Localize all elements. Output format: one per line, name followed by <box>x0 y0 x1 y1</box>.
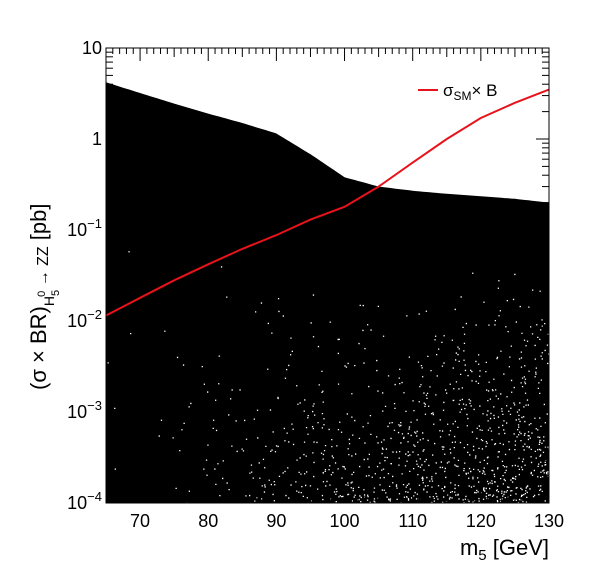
x-tick-labels: 70 80 90 100 110 120 130 <box>130 511 564 531</box>
y-tick-label: 1 <box>92 129 102 149</box>
x-tick-label: 120 <box>466 511 496 531</box>
x-tick-label: 90 <box>266 511 286 531</box>
x-tick-label: 130 <box>534 511 564 531</box>
x-tick-label: 70 <box>130 511 150 531</box>
scan-region <box>106 82 549 503</box>
legend: σSM× B <box>418 81 498 103</box>
x-tick-label: 80 <box>198 511 218 531</box>
y-tick-label: 10−3 <box>67 398 102 422</box>
sm-cross-section-line <box>106 88 549 317</box>
y-tick-label: 10 <box>82 38 102 58</box>
y-axis-title: (σ × BR)H50 → ZZ [pb] <box>26 204 62 391</box>
y-tick-label: 10−2 <box>67 307 102 331</box>
scan-region-fill <box>106 82 549 503</box>
plot-frame <box>105 47 550 504</box>
y-tick-labels: 10−4 10−3 10−2 10−1 1 10 <box>67 38 102 513</box>
axis-ticks <box>105 48 550 504</box>
y-tick-label: 10−1 <box>67 216 102 240</box>
x-tick-label: 100 <box>330 511 360 531</box>
y-tick-label: 10−4 <box>67 489 102 513</box>
x-axis-title: m5 [GeV] <box>460 535 549 564</box>
sm-line <box>106 88 549 317</box>
x-tick-label: 110 <box>398 511 427 531</box>
legend-label: σSM× B <box>443 81 498 103</box>
